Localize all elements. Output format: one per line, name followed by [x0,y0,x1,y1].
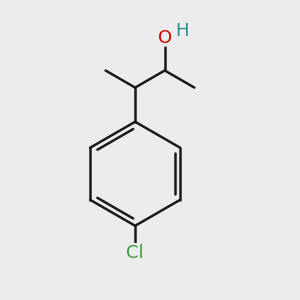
Text: H: H [175,22,189,40]
Circle shape [157,31,172,46]
Circle shape [126,244,145,262]
Text: Cl: Cl [126,244,144,262]
Text: O: O [158,29,172,47]
